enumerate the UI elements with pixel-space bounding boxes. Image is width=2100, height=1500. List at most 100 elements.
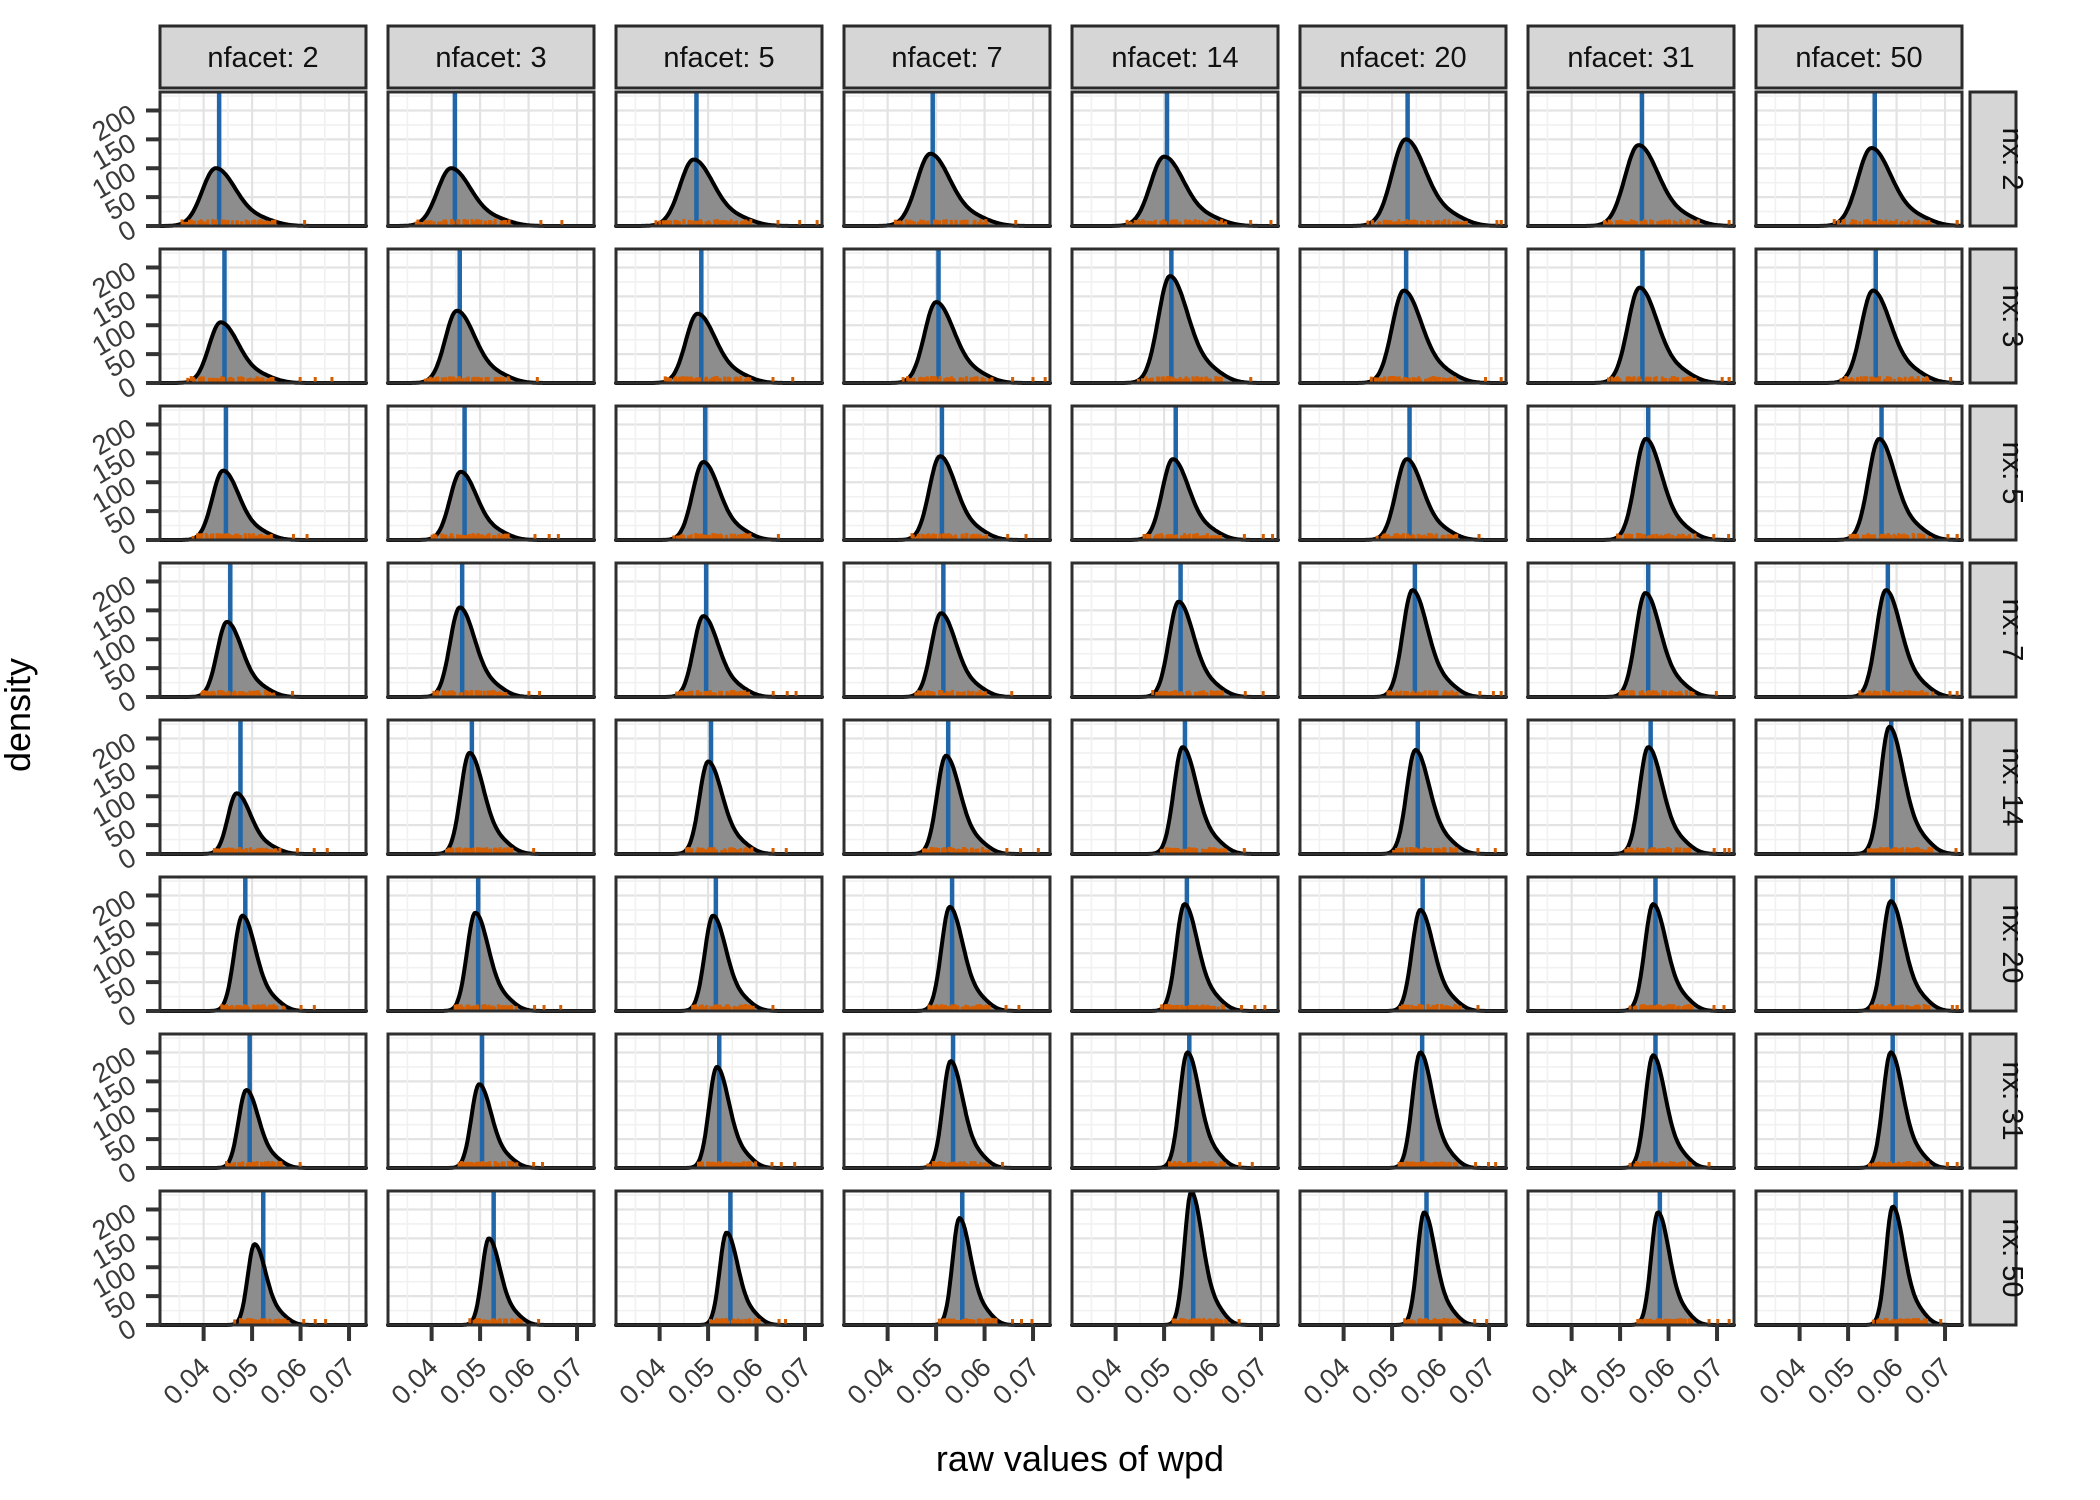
x-axis-tick-label: 0.05 — [1118, 1352, 1176, 1410]
density-panel — [1526, 718, 1736, 856]
density-panel — [1754, 90, 1964, 228]
density-area — [616, 761, 822, 854]
density-panel — [1070, 718, 1280, 856]
panel-border — [1070, 718, 1280, 856]
y-axis-title: density — [0, 657, 38, 773]
facet-strip-box — [1968, 1189, 2018, 1327]
density-panel — [1298, 404, 1508, 542]
density-area — [616, 915, 822, 1011]
facet-strip-box — [842, 24, 1052, 90]
density-panel — [614, 404, 824, 542]
panel-border — [842, 1189, 1052, 1327]
x-axis-tick-label: 0.05 — [1574, 1352, 1632, 1410]
panel-border — [1754, 404, 1964, 542]
panel-background — [160, 92, 366, 226]
panel-border — [1754, 561, 1964, 699]
density-area — [1072, 156, 1278, 226]
density-area — [844, 1061, 1050, 1168]
panel-background — [388, 406, 594, 540]
rug-marks — [233, 1318, 328, 1326]
panel-border — [1526, 561, 1736, 699]
panel-background — [1528, 877, 1734, 1011]
facet-row-strip: nx: 5 — [1968, 404, 2028, 542]
x-axis-tick-label: 0.05 — [1346, 1352, 1404, 1410]
x-axis-tick-label: 0.07 — [1671, 1352, 1729, 1410]
x-axis-tick-label: 0.04 — [841, 1352, 899, 1410]
x-axis-tick-label: 0.04 — [1297, 1352, 1355, 1410]
x-axis-tick-label: 0.07 — [1215, 1352, 1273, 1410]
facet-column-strip: nfacet: 14 — [1070, 24, 1280, 90]
panel-border — [1754, 1032, 1964, 1170]
facet-strip-label: nfacet: 14 — [1111, 42, 1238, 74]
x-axis-tick-label: 0.07 — [1443, 1352, 1501, 1410]
density-area — [388, 168, 594, 226]
density-panel — [842, 247, 1052, 385]
panel-border — [842, 90, 1052, 228]
density-panel — [1298, 90, 1508, 228]
panel-border — [614, 90, 824, 228]
rug-marks — [672, 533, 780, 541]
density-panel — [1070, 247, 1280, 385]
panel-border — [386, 1032, 596, 1170]
density-area — [616, 462, 822, 540]
panel-border — [158, 718, 368, 856]
panel-border — [614, 404, 824, 542]
panel-border — [1298, 404, 1508, 542]
panel-border — [386, 718, 596, 856]
density-area — [616, 159, 822, 226]
panel-border — [386, 404, 596, 542]
facet-strip-box — [386, 24, 596, 90]
panel-background — [388, 92, 594, 226]
panel-border — [842, 404, 1052, 542]
density-panel: 0.040.050.060.07 — [1297, 1189, 1508, 1410]
panel-background — [1528, 1191, 1734, 1325]
density-panel — [842, 875, 1052, 1013]
density-panel: 0.040.050.060.07 — [613, 1189, 824, 1410]
density-area — [388, 471, 594, 540]
x-axis-tick-label: 0.07 — [531, 1352, 589, 1410]
panel-border — [1526, 404, 1736, 542]
panel-border — [1754, 90, 1964, 228]
panel-border — [386, 90, 596, 228]
x-axis-tick-label: 0.05 — [434, 1352, 492, 1410]
facet-column-strip: nfacet: 31 — [1526, 24, 1736, 90]
panel-background — [160, 720, 366, 854]
x-axis-tick-label: 0.07 — [303, 1352, 361, 1410]
panel-border — [158, 561, 368, 699]
panel-border — [1070, 1032, 1280, 1170]
facet-strip-label: nx: 20 — [1996, 905, 2028, 984]
panel-border — [614, 561, 824, 699]
density-panel — [1754, 718, 1964, 856]
panel-border — [1070, 90, 1280, 228]
density-panel — [1298, 1032, 1508, 1170]
density-panel — [1298, 247, 1508, 385]
facet-strip-box — [1968, 404, 2018, 542]
facet-strip-box — [1968, 90, 2018, 228]
panel-border — [1070, 1189, 1280, 1327]
panel-background — [160, 406, 366, 540]
facet-row-strip: nx: 3 — [1968, 247, 2028, 385]
facet-strip-label: nx: 5 — [1996, 442, 2028, 505]
facet-strip-box — [1298, 24, 1508, 90]
panel-border — [842, 247, 1052, 385]
density-panel — [842, 718, 1052, 856]
panel-border — [1070, 247, 1280, 385]
x-axis-tick-label: 0.05 — [890, 1352, 948, 1410]
panel-border — [1298, 1189, 1508, 1327]
density-area — [1756, 1052, 1962, 1168]
panel-border — [842, 875, 1052, 1013]
facet-row-strip: nx: 2 — [1968, 90, 2028, 228]
density-area — [1756, 901, 1962, 1011]
density-panel — [386, 1032, 596, 1170]
facet-strip-label: nfacet: 50 — [1795, 42, 1922, 74]
facet-row-strip: nx: 14 — [1968, 718, 2028, 856]
panel-border — [386, 247, 596, 385]
panel-border — [1070, 404, 1280, 542]
density-area — [388, 1238, 594, 1325]
facet-strip-box — [1070, 24, 1280, 90]
x-axis-tick-label: 0.04 — [613, 1352, 671, 1410]
density-area — [616, 616, 822, 697]
